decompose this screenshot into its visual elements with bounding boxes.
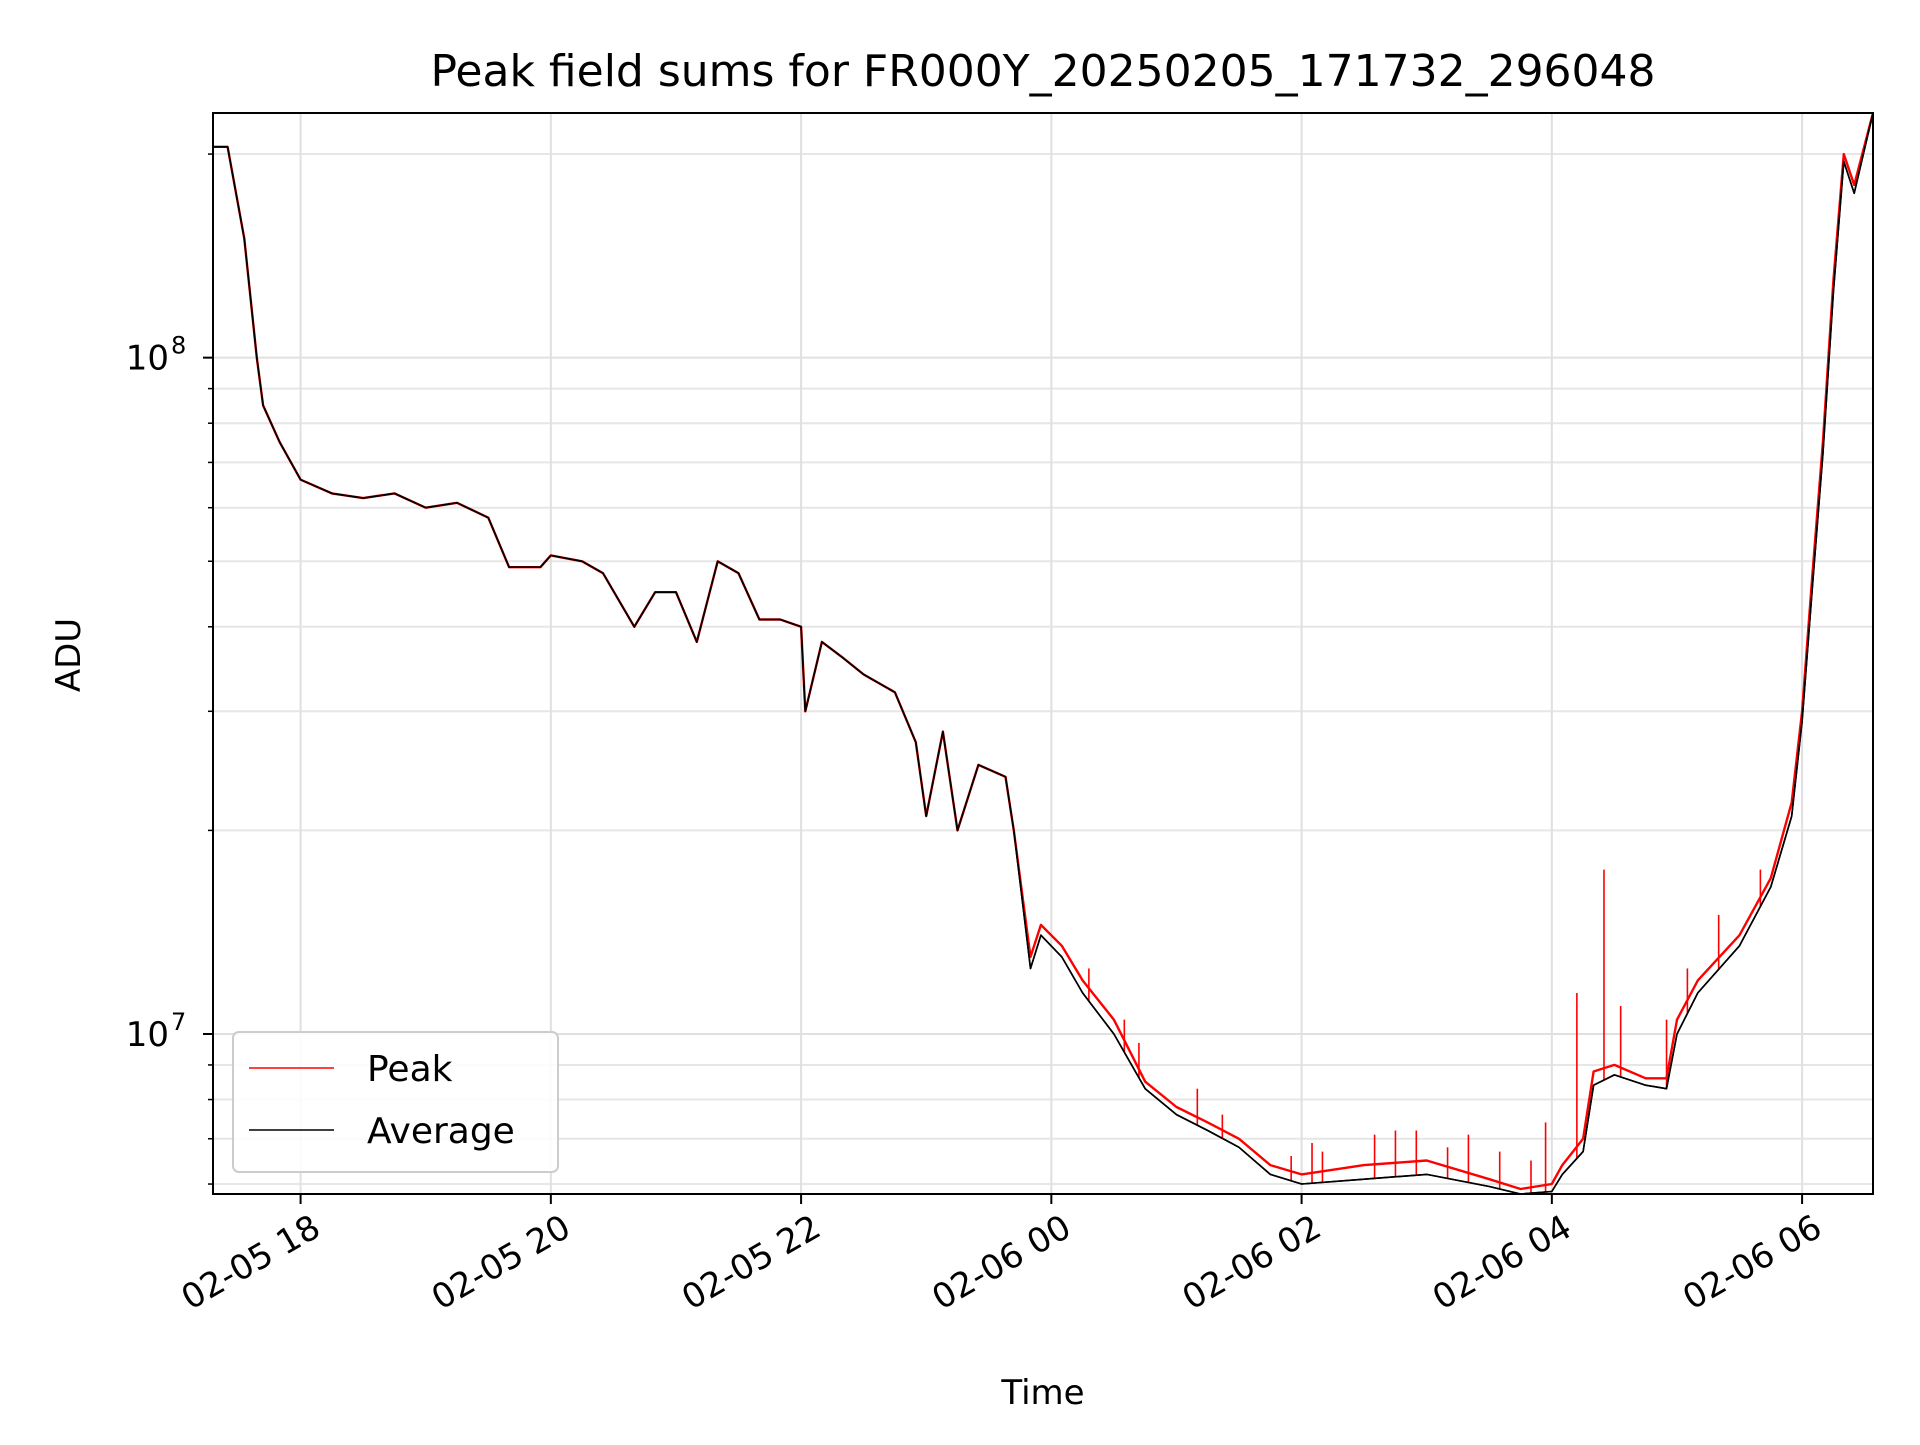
chart-title: Peak field sums for FR000Y_20250205_1717… [430, 46, 1655, 97]
y-tick-exponent: 7 [171, 1008, 186, 1036]
legend-label-average: Average [367, 1111, 515, 1152]
x-axis-label: Time [1000, 1373, 1084, 1413]
y-tick-label: 10 [126, 339, 169, 379]
legend-box [232, 1031, 559, 1173]
legend: Peak Average [232, 1031, 559, 1173]
plot-area [213, 113, 1873, 1194]
series-line-average-overlay [213, 113, 1873, 1194]
y-tick-exponent: 8 [171, 332, 186, 360]
y-axis-label: ADU [49, 618, 89, 692]
plot-frame [212, 112, 1874, 1195]
legend-label-peak: Peak [367, 1049, 453, 1090]
y-tick-label: 10 [126, 1015, 169, 1055]
